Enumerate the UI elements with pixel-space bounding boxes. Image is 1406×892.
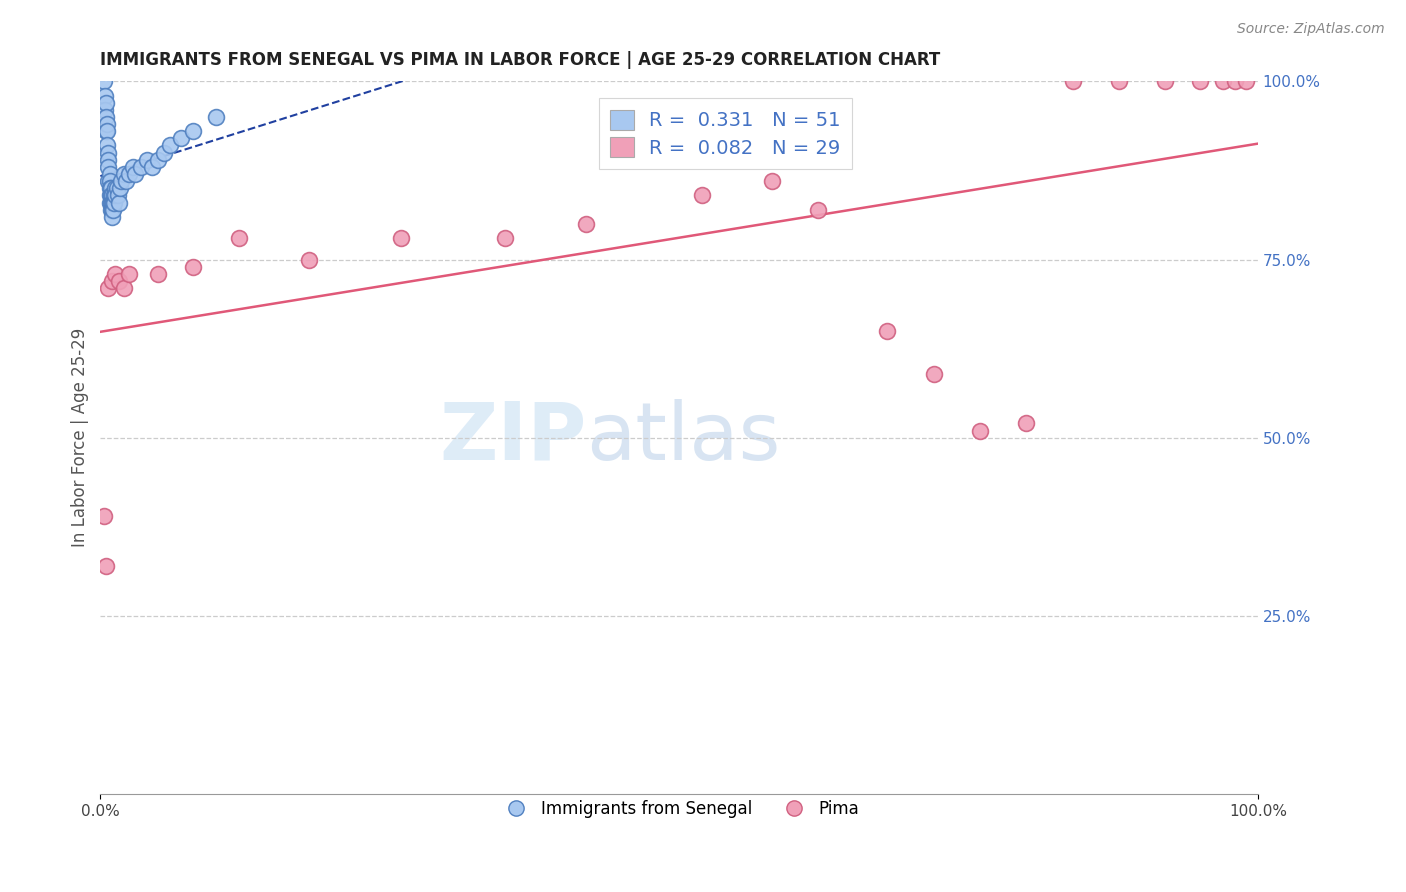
Point: [129, 160, 152, 174]
Point: [104, 267, 127, 281]
Point: [97, 281, 120, 295]
Point: [98, 181, 121, 195]
Point: [181, 124, 204, 138]
Point: [101, 188, 124, 202]
Point: [101, 202, 124, 217]
Point: [1015, 417, 1038, 431]
Point: [1223, 74, 1246, 88]
Point: [101, 202, 124, 217]
Point: [389, 231, 412, 245]
Point: [922, 367, 945, 381]
Point: [135, 153, 157, 167]
Point: [96, 138, 118, 153]
Point: [98, 174, 121, 188]
Point: [690, 188, 713, 202]
Point: [94, 88, 117, 103]
Point: [100, 202, 122, 217]
Point: [96, 124, 118, 138]
Point: [98, 167, 121, 181]
Point: [1212, 74, 1234, 88]
Point: [148, 153, 170, 167]
Point: [298, 252, 321, 267]
Point: [105, 181, 128, 195]
Point: [1154, 74, 1177, 88]
Text: IMMIGRANTS FROM SENEGAL VS PIMA IN LABOR FORCE | AGE 25-29 CORRELATION CHART: IMMIGRANTS FROM SENEGAL VS PIMA IN LABOR…: [100, 51, 941, 69]
Point: [761, 174, 783, 188]
Point: [228, 231, 250, 245]
Point: [97, 160, 120, 174]
Point: [112, 167, 135, 181]
Point: [575, 217, 598, 231]
Point: [98, 188, 121, 202]
Point: [1234, 74, 1257, 88]
Point: [103, 188, 125, 202]
Y-axis label: In Labor Force | Age 25-29: In Labor Force | Age 25-29: [72, 328, 89, 548]
Point: [104, 181, 127, 195]
Point: [807, 202, 830, 217]
Point: [1062, 74, 1084, 88]
Point: [495, 231, 517, 245]
Point: [112, 281, 135, 295]
Point: [114, 174, 136, 188]
Point: [94, 110, 117, 124]
Point: [101, 195, 124, 210]
Point: [181, 260, 204, 274]
Point: [94, 559, 117, 574]
Point: [108, 181, 131, 195]
Point: [108, 195, 131, 210]
Point: [94, 124, 117, 138]
Text: Source: ZipAtlas.com: Source: ZipAtlas.com: [1237, 22, 1385, 37]
Point: [969, 424, 991, 438]
Point: [118, 267, 141, 281]
Point: [103, 195, 125, 210]
Point: [876, 324, 898, 338]
Point: [94, 95, 117, 110]
Point: [93, 509, 115, 524]
Point: [118, 167, 141, 181]
Point: [101, 195, 124, 210]
Point: [98, 195, 121, 210]
Point: [110, 174, 132, 188]
Point: [93, 74, 115, 88]
Point: [104, 188, 127, 202]
Point: [100, 195, 122, 210]
Point: [1108, 74, 1130, 88]
Point: [100, 181, 122, 195]
Point: [153, 145, 176, 160]
Point: [94, 103, 117, 117]
Point: [107, 188, 129, 202]
Point: [97, 174, 120, 188]
Point: [159, 138, 181, 153]
Point: [141, 160, 163, 174]
Point: [100, 188, 122, 202]
Text: ZIP: ZIP: [439, 399, 586, 476]
Point: [148, 267, 170, 281]
Point: [124, 167, 146, 181]
Point: [205, 110, 228, 124]
Point: [101, 274, 124, 288]
Point: [96, 117, 118, 131]
Point: [1188, 74, 1211, 88]
Point: [97, 153, 120, 167]
Point: [121, 160, 143, 174]
Point: [101, 210, 124, 224]
Point: [108, 274, 131, 288]
Point: [97, 145, 120, 160]
Legend: Immigrants from Senegal, Pima: Immigrants from Senegal, Pima: [492, 794, 866, 825]
Point: [170, 131, 193, 145]
Text: atlas: atlas: [586, 399, 780, 476]
